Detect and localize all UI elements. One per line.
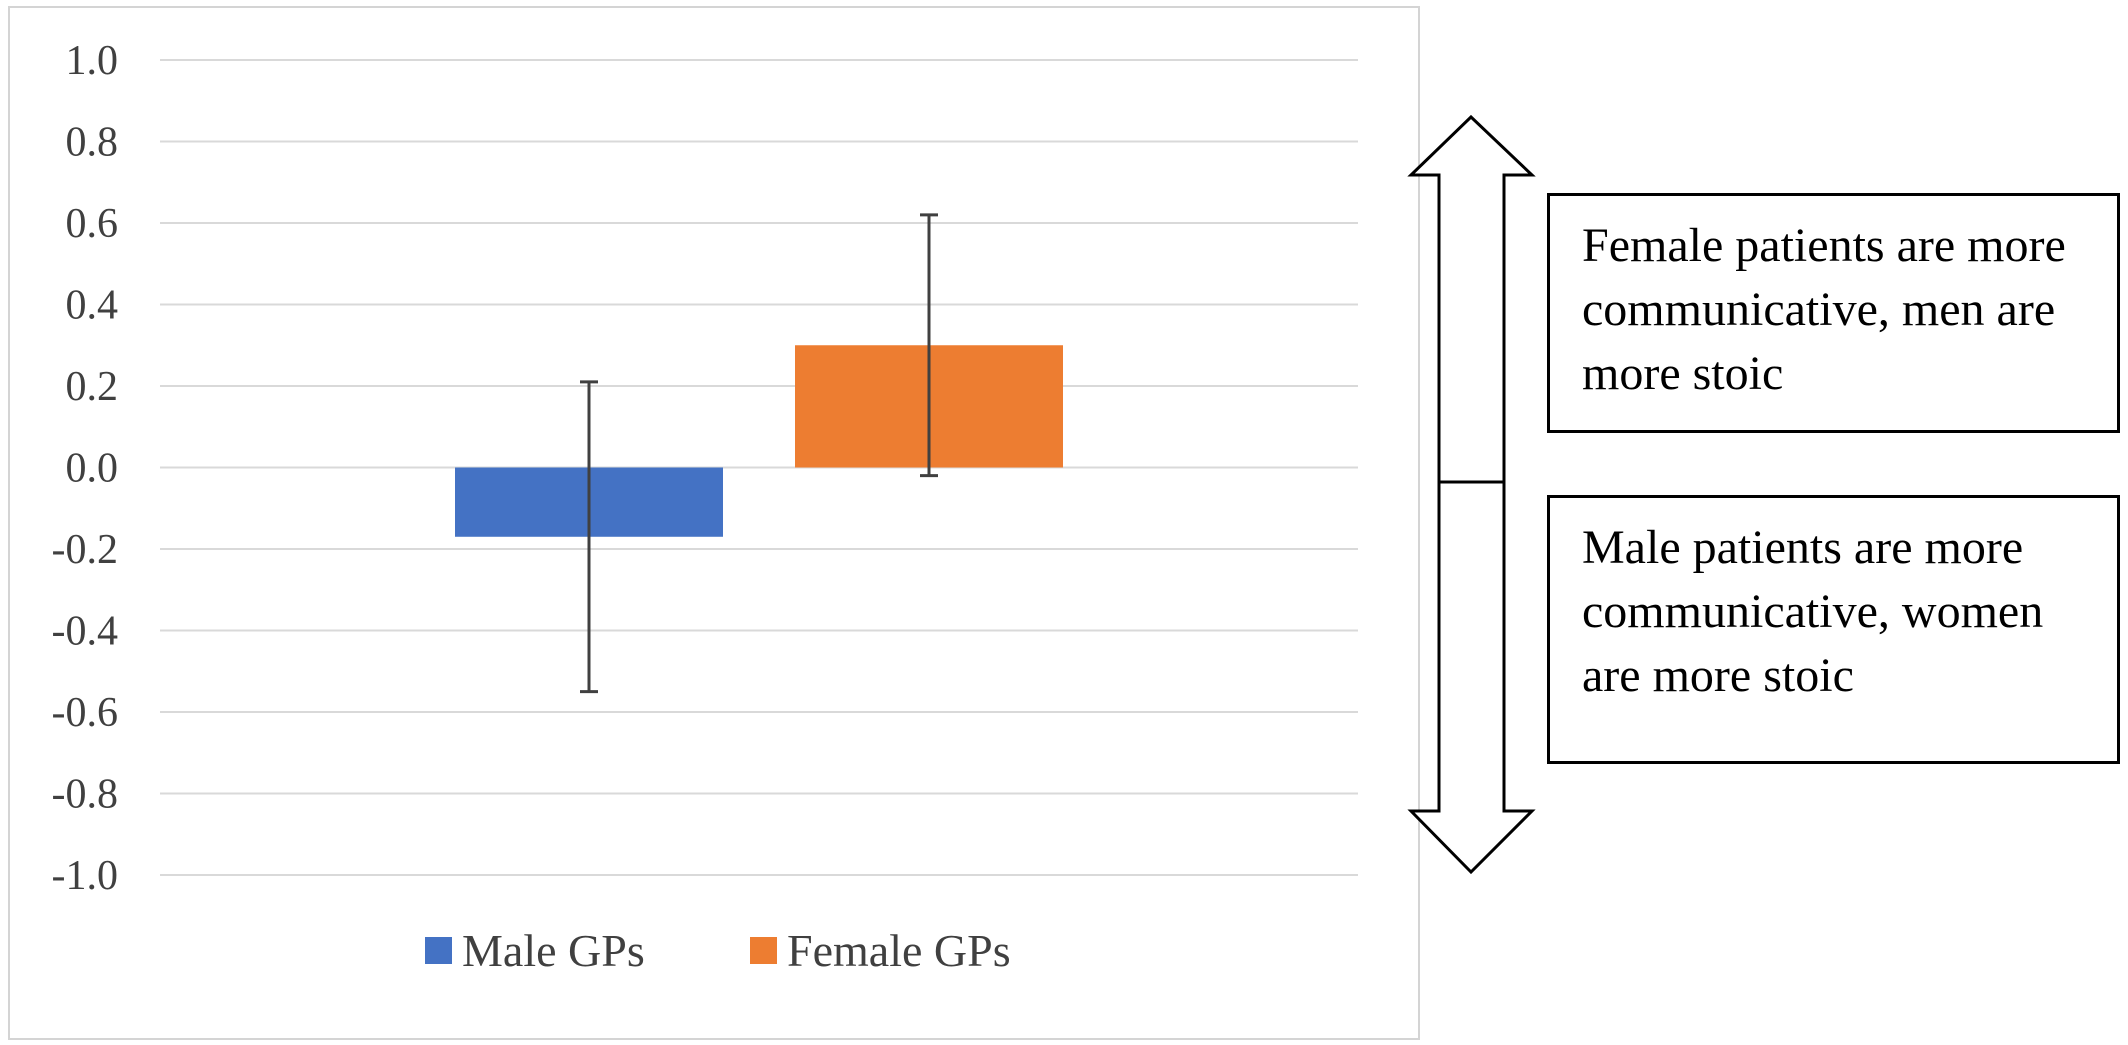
y-tick-label: 0.2 <box>66 364 119 410</box>
legend-swatch <box>425 937 452 964</box>
y-tick-label: -0.8 <box>52 772 119 818</box>
legend-swatch <box>750 937 777 964</box>
legend-label: Male GPs <box>462 925 645 976</box>
double-arrow-icon <box>1407 114 1536 875</box>
error-bars <box>580 213 938 694</box>
y-tick-label: -0.2 <box>52 527 119 573</box>
y-tick-labels: 1.0 0.8 0.6 0.4 0.2 0.0 -0.2 -0.4 -0.6 -0.8 -1.0 <box>52 38 119 899</box>
y-tick-label: 0.6 <box>66 201 119 247</box>
annotation-upper-text: Female patients are more communicative, … <box>1582 219 2066 400</box>
y-tick-label: 0.8 <box>66 120 119 166</box>
y-tick-label: 0.4 <box>66 283 119 329</box>
annotation-lower-text: Male patients are more communicative, wo… <box>1582 521 2044 702</box>
legend-label: Female GPs <box>787 925 1011 976</box>
y-tick-label: 0.0 <box>66 446 119 492</box>
legend: Male GPs Female GPs <box>425 925 1011 976</box>
annotation-box-lower: Male patients are more communicative, wo… <box>1547 495 2120 764</box>
y-tick-label: -0.6 <box>52 690 119 736</box>
y-tick-label: 1.0 <box>66 38 119 84</box>
bars <box>455 345 1063 537</box>
annotation-box-upper: Female patients are more communicative, … <box>1547 193 2120 433</box>
y-tick-label: -1.0 <box>52 853 119 899</box>
gridlines <box>160 59 1358 876</box>
y-tick-label: -0.4 <box>52 609 119 655</box>
